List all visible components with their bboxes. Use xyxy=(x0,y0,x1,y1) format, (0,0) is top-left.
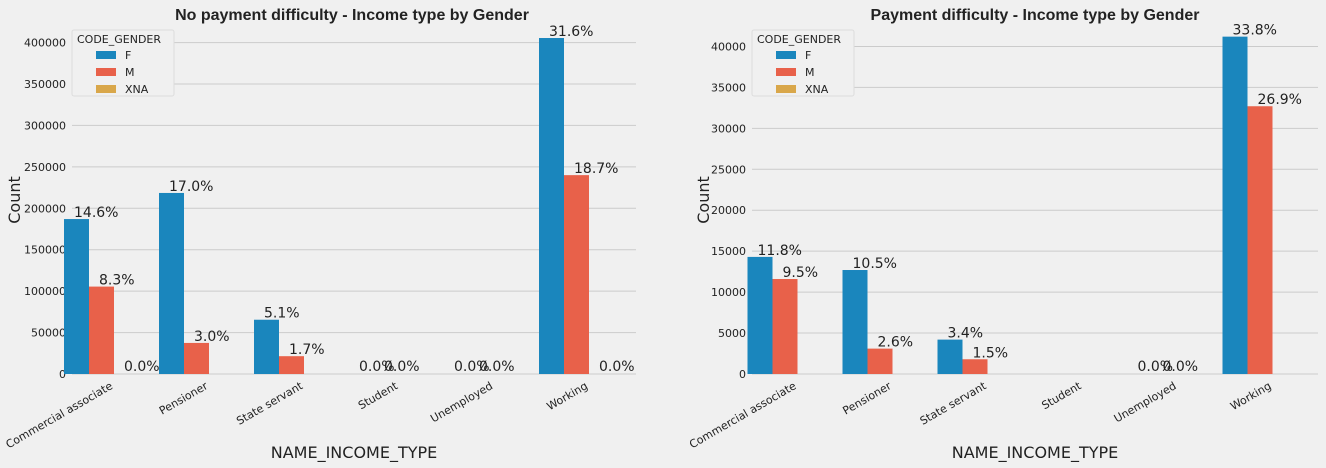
y-tick-label: 0 xyxy=(59,368,66,381)
data-label: 10.5% xyxy=(853,256,897,272)
bar-F-2 xyxy=(937,339,963,374)
y-tick-label: 20000 xyxy=(711,204,746,217)
bar-F-0 xyxy=(64,219,89,374)
data-label: 0.0% xyxy=(454,359,490,375)
x-tick-label: Commercial associate xyxy=(4,379,116,451)
bar-M-0 xyxy=(772,279,798,374)
data-label: 0.0% xyxy=(1138,359,1174,375)
bar-F-1 xyxy=(159,192,184,374)
y-tick-label: 250000 xyxy=(24,161,66,174)
x-tick-label: Pensioner xyxy=(157,379,210,417)
x-tick-label: Commercial associate xyxy=(687,379,799,451)
y-tick-label: 200000 xyxy=(24,202,66,215)
data-label: 3.4% xyxy=(948,326,984,342)
legend-swatch-M xyxy=(776,68,796,76)
bar-M-1 xyxy=(867,348,893,374)
bar-M-2 xyxy=(962,359,988,374)
legend-box xyxy=(71,29,175,97)
data-label: 5.1% xyxy=(264,306,300,322)
legend-entry: F xyxy=(805,49,811,62)
x-tick-label: Student xyxy=(356,379,401,412)
data-label: 26.9% xyxy=(1258,92,1302,108)
y-tick-label: 30000 xyxy=(711,122,746,135)
y-axis-label: Count xyxy=(694,176,713,224)
legend-entry: XNA xyxy=(125,83,149,96)
x-tick-label: State servant xyxy=(234,379,305,428)
legend-swatch-F xyxy=(96,51,116,59)
y-tick-label: 50000 xyxy=(31,327,66,340)
legend-swatch-XNA xyxy=(96,85,116,93)
legend-entry: M xyxy=(125,66,135,79)
bar-F-2 xyxy=(254,319,279,374)
x-tick-label: Pensioner xyxy=(840,379,893,417)
y-tick-label: 0 xyxy=(739,368,746,381)
bar-F-5 xyxy=(1222,36,1248,374)
x-tick-label: Student xyxy=(1039,379,1084,412)
y-tick-label: 15000 xyxy=(711,245,746,258)
y-tick-label: 100000 xyxy=(24,285,66,298)
data-label: 1.7% xyxy=(289,342,325,358)
data-label: 0.0% xyxy=(124,359,160,375)
y-axis-label: Count xyxy=(5,176,24,224)
data-label: 2.6% xyxy=(878,335,914,351)
data-label: 9.5% xyxy=(783,265,819,281)
chart-title: Payment difficulty - Income type by Gend… xyxy=(871,7,1200,24)
legend-entry: F xyxy=(125,49,131,62)
legend-box xyxy=(751,29,855,97)
x-tick-label: Working xyxy=(545,379,590,413)
y-tick-label: 400000 xyxy=(24,37,66,50)
data-label: 0.0% xyxy=(479,359,515,375)
data-label: 18.7% xyxy=(574,161,618,177)
legend-swatch-F xyxy=(776,51,796,59)
chart-title: No payment difficulty - Income type by G… xyxy=(175,7,529,24)
legend-title: CODE_GENDER xyxy=(77,33,161,46)
data-label: 17.0% xyxy=(169,179,213,195)
legend-title: CODE_GENDER xyxy=(757,33,841,46)
data-label: 33.8% xyxy=(1233,23,1277,39)
x-axis-label: NAME_INCOME_TYPE xyxy=(952,443,1119,463)
bar-F-0 xyxy=(747,256,773,374)
legend-swatch-M xyxy=(96,68,116,76)
bar-F-1 xyxy=(842,270,868,374)
bar-M-1 xyxy=(184,342,209,374)
data-label: 8.3% xyxy=(99,273,135,289)
data-label: 3.0% xyxy=(194,329,230,345)
y-tick-label: 25000 xyxy=(711,163,746,176)
y-tick-label: 35000 xyxy=(711,81,746,94)
bar-M-0 xyxy=(89,286,114,374)
legend-entry: XNA xyxy=(805,83,829,96)
data-label: 0.0% xyxy=(359,359,395,375)
x-tick-label: State servant xyxy=(918,379,989,428)
x-axis-label: NAME_INCOME_TYPE xyxy=(271,443,438,463)
data-label: 11.8% xyxy=(758,243,802,259)
legend-swatch-XNA xyxy=(776,85,796,93)
data-label: 0.0% xyxy=(599,359,635,375)
data-label: 0.0% xyxy=(1163,359,1199,375)
y-tick-label: 40000 xyxy=(711,40,746,53)
y-tick-label: 150000 xyxy=(24,244,66,257)
data-label: 14.6% xyxy=(74,205,118,221)
legend: CODE_GENDER FM XNA xyxy=(751,29,855,97)
data-label: 0.0% xyxy=(384,359,420,375)
y-tick-label: 10000 xyxy=(711,286,746,299)
legend: CODE_GENDER FM XNA xyxy=(71,29,175,97)
legend-entry: M xyxy=(805,66,815,79)
bar-F-5 xyxy=(539,38,564,375)
x-tick-label: Unemployed xyxy=(1112,379,1179,425)
data-label: 31.6% xyxy=(549,24,593,40)
bar-M-2 xyxy=(279,356,304,374)
y-tick-label: 300000 xyxy=(24,119,66,132)
data-label: 1.5% xyxy=(973,345,1009,361)
y-tick-label: 350000 xyxy=(24,78,66,91)
x-tick-label: Working xyxy=(1228,379,1273,413)
bar-M-5 xyxy=(1247,106,1273,375)
chart-1: 0 50000 100000 150000 200000 250000 300000 3500… xyxy=(4,7,636,463)
bar-M-5 xyxy=(564,175,589,374)
y-tick-label: 5000 xyxy=(718,327,746,340)
chart-2: 0 5000 10000 15000 20000 25000 30000 35000 40000… xyxy=(687,7,1318,463)
x-tick-label: Unemployed xyxy=(428,379,495,425)
